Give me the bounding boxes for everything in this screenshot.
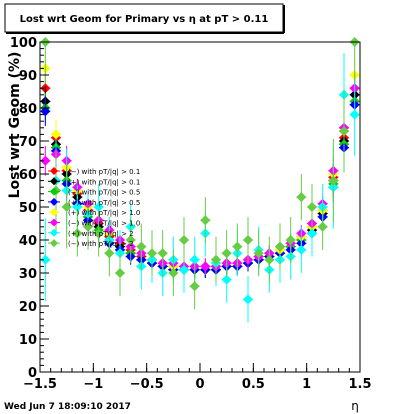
y-tick-label: 0 — [28, 366, 37, 381]
legend-entry: (−) with pT/|q| > 0.5 — [48, 187, 140, 197]
data-point — [40, 106, 51, 117]
y-tick-label: 10 — [19, 333, 37, 348]
legend-marker — [50, 239, 58, 248]
chart-title: Lost wrt Geom for Primary vs η at pT > 0… — [20, 14, 269, 25]
legend-label: (+) with pT/|q| > 2 — [68, 230, 134, 238]
x-tick-label: 1 — [302, 377, 311, 392]
data-point — [339, 126, 349, 137]
data-point — [211, 254, 221, 265]
legend-marker — [50, 228, 58, 237]
legend-entry: (−) with pT/|q| > 1.0 — [48, 218, 140, 228]
data-point — [104, 248, 115, 259]
data-point — [275, 241, 285, 252]
legend: (−) with pT/|q| > 0.1 (+) with pT/|q| > 0… — [48, 167, 140, 248]
data-point — [157, 248, 168, 259]
legend-label: (−) with pT/|q| > 0.1 — [68, 168, 140, 176]
legend-marker — [50, 167, 58, 175]
data-point — [83, 221, 93, 232]
x-tick-label: −1 — [83, 377, 103, 392]
data-point — [51, 129, 61, 140]
legend-entry: (−) with pT/|q| > 2 — [48, 239, 134, 248]
data-point — [253, 248, 264, 259]
data-point — [147, 248, 157, 259]
data-point — [179, 264, 189, 275]
legend-entry: (+) with pT/|q| > 2 — [48, 228, 134, 238]
data-point — [93, 202, 104, 212]
data-point — [125, 235, 136, 245]
legend-label: (+) with pT/|q| > 1.0 — [68, 209, 140, 217]
data-point — [40, 155, 51, 166]
legend-marker — [50, 177, 58, 186]
legend-entry: (+) with pT/|q| > 0.5 — [48, 197, 140, 207]
data-point — [296, 192, 307, 203]
legend-entry: (+) with pT/|q| > 0.1 — [48, 177, 140, 186]
legend-label: (+) with pT/|q| > 0.5 — [68, 199, 140, 207]
legend-marker — [50, 197, 58, 206]
data-point — [264, 254, 275, 265]
legend-label: (+) with pT/|q| > 0.1 — [68, 178, 140, 186]
data-point — [61, 202, 72, 212]
data-point — [232, 241, 243, 252]
data-point — [307, 228, 317, 239]
x-tick-label: 1.5 — [348, 377, 371, 392]
data-point — [93, 228, 104, 239]
data-point — [296, 244, 307, 255]
data-point — [200, 215, 211, 226]
data-point — [136, 241, 147, 252]
data-layer — [40, 37, 360, 323]
legend-label: (−) with pT/|q| > 1.0 — [68, 220, 140, 228]
legend-marker — [50, 208, 58, 217]
data-point — [72, 228, 83, 239]
data-point — [200, 261, 211, 272]
y-axis-ticks: 0 10 20 30 40 50 60 70 80 90 100 — [10, 36, 49, 381]
x-tick-label: 0.5 — [242, 377, 265, 392]
data-point — [40, 254, 51, 265]
legend-entry: (+) with pT/|q| > 1.0 — [48, 208, 140, 217]
data-point — [328, 175, 339, 186]
y-tick-label: 40 — [19, 234, 37, 249]
data-point — [179, 235, 189, 245]
data-point — [72, 202, 83, 212]
y-tick-label: 70 — [19, 135, 37, 150]
data-point — [243, 294, 253, 305]
data-point — [221, 274, 232, 285]
data-point — [317, 221, 328, 232]
x-axis-ticks: −1.5 −1 −0.5 0 0.5 1 1.5 — [23, 363, 372, 392]
footer-timestamp: Wed Jun 7 18:09:10 2017 — [4, 402, 131, 412]
data-point — [349, 109, 360, 120]
data-point — [221, 248, 232, 259]
data-point — [243, 235, 253, 245]
y-tick-label: 100 — [10, 36, 37, 51]
data-point — [115, 268, 125, 278]
legend-entry: (−) with pT/|q| > 0.1 — [48, 167, 140, 176]
legend-label: (−) with pT/|q| > 0.5 — [68, 189, 140, 197]
y-tick-label: 50 — [19, 201, 37, 216]
series-7 — [40, 37, 360, 310]
data-point — [307, 202, 317, 212]
data-point — [189, 281, 200, 292]
title-box: Lost wrt Geom for Primary vs η at pT > 0… — [4, 3, 285, 34]
y-tick-label: 60 — [19, 168, 37, 183]
y-axis-label: Lost wrt Geom (%) — [7, 52, 23, 199]
data-point — [189, 254, 200, 265]
y-tick-label: 20 — [19, 300, 37, 315]
data-point — [285, 235, 296, 245]
x-tick-label: 0 — [195, 377, 204, 392]
y-tick-label: 90 — [19, 69, 37, 84]
y-tick-label: 80 — [19, 102, 37, 117]
legend-marker — [50, 218, 58, 227]
y-tick-label: 30 — [19, 267, 37, 282]
x-tick-label: −0.5 — [130, 377, 164, 392]
legend-marker — [50, 187, 58, 196]
legend-label: (−) with pT/|q| > 2 — [68, 240, 134, 248]
data-point — [168, 268, 179, 278]
x-axis-label: η — [351, 399, 359, 413]
x-tick-label: −1.5 — [23, 377, 57, 392]
